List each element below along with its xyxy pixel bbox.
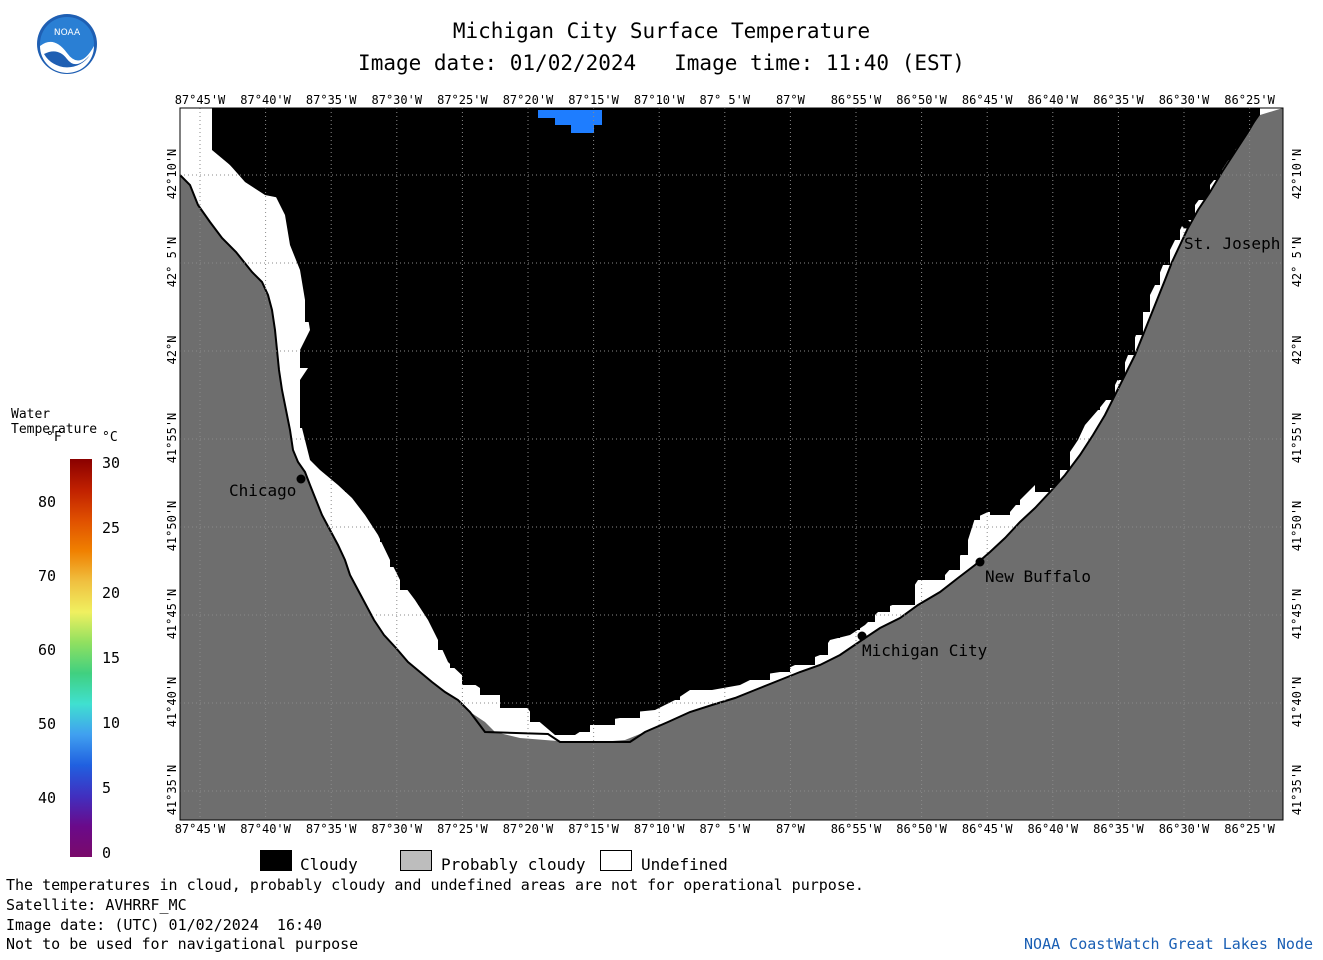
image-time: Image time: 11:40 (EST) (674, 51, 965, 75)
colorbar-f-tick: 80 (38, 493, 57, 511)
city-label-chicago: Chicago (229, 481, 297, 500)
lat-tick-label: 41°40'N (165, 676, 179, 728)
legend-swatch-undefined (600, 850, 632, 871)
lon-tick-label: 87°30'W (371, 822, 423, 836)
lon-tick-label: 87°20'W (502, 822, 554, 836)
legend-label-cloudy: Cloudy (300, 855, 358, 874)
colorbar-f-tick: 60 (38, 641, 57, 659)
colorbar-f-tick: 50 (38, 715, 57, 733)
lon-tick-label: 86°35'W (1093, 93, 1144, 107)
satellite-text: Satellite: AVHRRF_MC (6, 896, 187, 914)
lat-tick-label: 41°40'N (1290, 676, 1304, 728)
colorbar-unit-c: °C (102, 430, 118, 445)
lat-tick-label: 42°N (1290, 335, 1304, 365)
colorbar-unit-f: °F (46, 430, 62, 445)
lon-tick-label: 87°10'W (633, 93, 685, 107)
lat-tick-label: 42°10'N (165, 148, 179, 200)
colorbar-f-tick: 70 (38, 567, 57, 585)
legend-label-probably-cloudy: Probably cloudy (441, 855, 586, 874)
lon-tick-label: 87°25'W (437, 93, 488, 107)
disclaimer-text: The temperatures in cloud, probably clou… (6, 876, 864, 894)
lon-tick-label: 86°45'W (961, 822, 1013, 836)
legend-swatch-probably-cloudy (400, 850, 432, 871)
chicago-marker (296, 474, 306, 484)
lon-tick-label: 86°40'W (1027, 822, 1079, 836)
lat-tick-label: 42° 5'N (165, 236, 179, 288)
colorbar-strip (70, 459, 92, 857)
lon-tick-label: 86°55'W (830, 822, 882, 836)
colorbar-f-tick: 40 (38, 789, 57, 807)
credit-text: NOAA CoastWatch Great Lakes Node (1024, 935, 1313, 953)
lon-tick-label: 87°45'W (174, 93, 226, 107)
city-label-new-buffalo: New Buffalo (985, 567, 1091, 586)
colorbar-c-tick: 10 (102, 714, 121, 732)
utc-date-text: Image date: (UTC) 01/02/2024 16:40 (6, 916, 323, 934)
lat-tick-label: 41°55'N (1290, 412, 1304, 464)
new-buffalo-marker (975, 557, 985, 567)
lon-tick-label: 87° 5'W (699, 822, 751, 836)
image-date: Image date: 01/02/2024 (358, 51, 637, 75)
lon-tick-label: 86°35'W (1093, 822, 1144, 836)
lon-tick-label: 87°35'W (305, 822, 357, 836)
lon-tick-label: 87°40'W (240, 93, 291, 107)
lat-tick-label: 42°10'N (1290, 148, 1304, 200)
city-label-st-joseph: St. Joseph (1184, 234, 1281, 253)
lon-tick-label: 86°50'W (896, 93, 947, 107)
lat-tick-label: 41°55'N (165, 412, 179, 464)
lat-tick-label: 41°45'N (1290, 588, 1304, 640)
legend-label-undefined: Undefined (641, 855, 728, 874)
lon-tick-label: 87°40'W (240, 822, 291, 836)
lon-tick-label: 87°35'W (305, 93, 357, 107)
st-joseph-marker (1181, 219, 1191, 229)
lat-tick-label: 41°35'N (165, 764, 179, 816)
lon-tick-label: 87°15'W (568, 822, 619, 836)
lat-tick-label: 42°N (165, 335, 179, 365)
logo-text: NOAA (54, 28, 81, 38)
land-area (180, 108, 1283, 820)
lon-tick-label: 86°55'W (830, 93, 882, 107)
lon-tick-label: 87°30'W (371, 93, 423, 107)
lon-tick-label: 87°45'W (174, 822, 226, 836)
lon-tick-label: 87°20'W (502, 93, 554, 107)
lon-tick-label: 86°45'W (961, 93, 1013, 107)
map-frame (179, 107, 1284, 821)
lat-tick-label: 41°50'N (1290, 500, 1304, 552)
lon-tick-label: 86°50'W (896, 822, 947, 836)
colorbar-c-tick: 25 (102, 519, 121, 537)
lon-tick-label: 86°30'W (1158, 822, 1210, 836)
cloudy-lake-area (212, 108, 1260, 735)
legend-swatch-cloudy (260, 850, 292, 871)
noaa-logo: NOAA (37, 14, 97, 74)
lon-tick-label: 87°25'W (437, 822, 488, 836)
colorbar-c-tick: 15 (102, 649, 121, 667)
lat-tick-label: 41°50'N (165, 500, 179, 552)
colorbar-c-tick: 30 (102, 454, 121, 472)
lon-tick-label: 87° 5'W (699, 93, 751, 107)
map-title: Michigan City Surface Temperature (452, 19, 871, 43)
lat-tick-label: 42° 5'N (1290, 236, 1304, 288)
graticule (180, 108, 1283, 820)
lon-tick-label: 87°10'W (633, 822, 685, 836)
lon-tick-label: 86°40'W (1027, 93, 1079, 107)
lon-tick-label: 87°W (775, 93, 805, 107)
lon-tick-label: 87°15'W (568, 93, 619, 107)
water-temp-patch (538, 110, 602, 133)
image-datetime: Image date: 01/02/2024 Image time: 11:40… (0, 51, 1323, 75)
lon-tick-label: 86°25'W (1224, 822, 1275, 836)
colorbar-title: Water Temperature (11, 407, 98, 437)
lat-tick-label: 41°35'N (1290, 764, 1304, 816)
lat-tick-label: 41°45'N (165, 588, 179, 640)
lon-tick-label: 86°30'W (1158, 93, 1210, 107)
michigan-city-marker (857, 631, 867, 641)
colorbar-c-tick: 20 (102, 584, 121, 602)
lon-tick-label: 86°25'W (1224, 93, 1275, 107)
colorbar-c-tick: 5 (102, 779, 112, 797)
navigation-warning: Not to be used for navigational purpose (6, 935, 359, 953)
colorbar-c-tick: 0 (102, 844, 112, 862)
lon-tick-label: 87°W (775, 822, 805, 836)
city-label-michigan-city: Michigan City (862, 641, 988, 660)
